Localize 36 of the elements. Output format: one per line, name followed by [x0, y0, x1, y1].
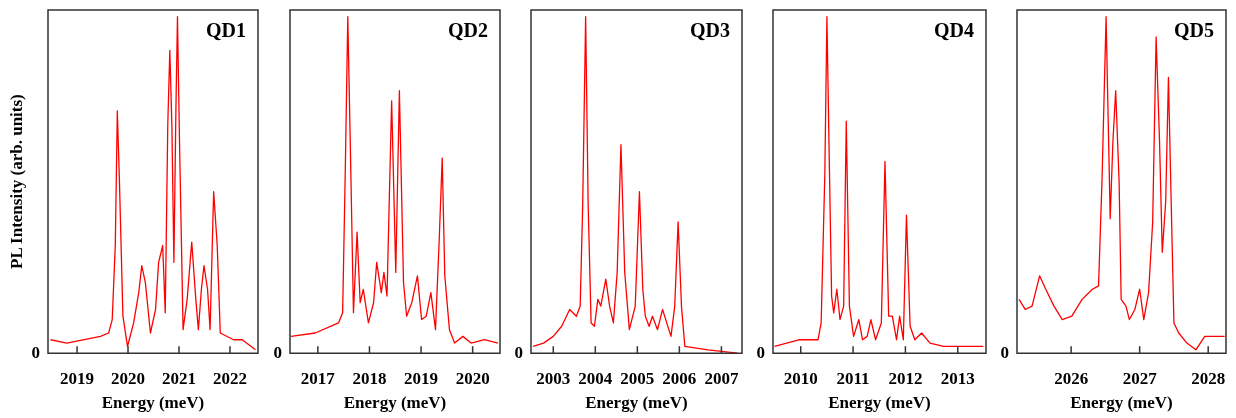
- x-tick-label: 2004: [578, 368, 613, 388]
- text: 0: [514, 342, 523, 362]
- x-tick-label: 2027: [1122, 368, 1158, 388]
- x-tick-label: 2020: [455, 368, 490, 388]
- x-tick-label: 2021: [162, 368, 196, 388]
- x-axis-title: Energy (meV): [101, 393, 205, 413]
- x-tick-label: 2012: [888, 368, 923, 388]
- text: 0: [1000, 342, 1009, 362]
- x-tick-label: 2010: [783, 368, 818, 388]
- x-tick-label: 2017: [300, 368, 336, 388]
- y-axis-title: PL Intensity (arb. units): [7, 94, 27, 269]
- x-tick-label: 2019: [60, 368, 95, 388]
- x-tick-label: 2026: [1054, 368, 1089, 388]
- chart-title: QD5: [1174, 19, 1214, 42]
- x-tick-label: 2006: [662, 368, 697, 388]
- chart-title: QD3: [690, 19, 730, 42]
- x-axis-title: Energy (meV): [828, 393, 931, 413]
- x-tick-label: 2022: [212, 368, 247, 388]
- x-tick-label: 2007: [704, 368, 739, 388]
- chart-title: QD2: [448, 19, 488, 42]
- text: 0: [273, 342, 282, 362]
- chart-title: QD1: [206, 19, 246, 42]
- text: 0: [31, 342, 40, 362]
- x-tick-label: 2013: [940, 368, 975, 388]
- x-tick-label: 2019: [404, 368, 439, 388]
- x-axis-title: Energy (meV): [585, 393, 688, 413]
- x-axis-title: Energy (meV): [343, 393, 447, 413]
- x-tick-label: 2011: [836, 368, 870, 388]
- chart-title: QD4: [934, 19, 974, 42]
- x-axis-title: Energy (meV): [1070, 393, 1173, 413]
- x-tick-label: 2018: [352, 368, 387, 388]
- x-tick-label: 2020: [111, 368, 146, 388]
- text: 0: [756, 342, 765, 362]
- x-tick-label: 2005: [620, 368, 655, 388]
- x-tick-label: 2003: [536, 368, 571, 388]
- x-tick-label: 2028: [1191, 368, 1226, 388]
